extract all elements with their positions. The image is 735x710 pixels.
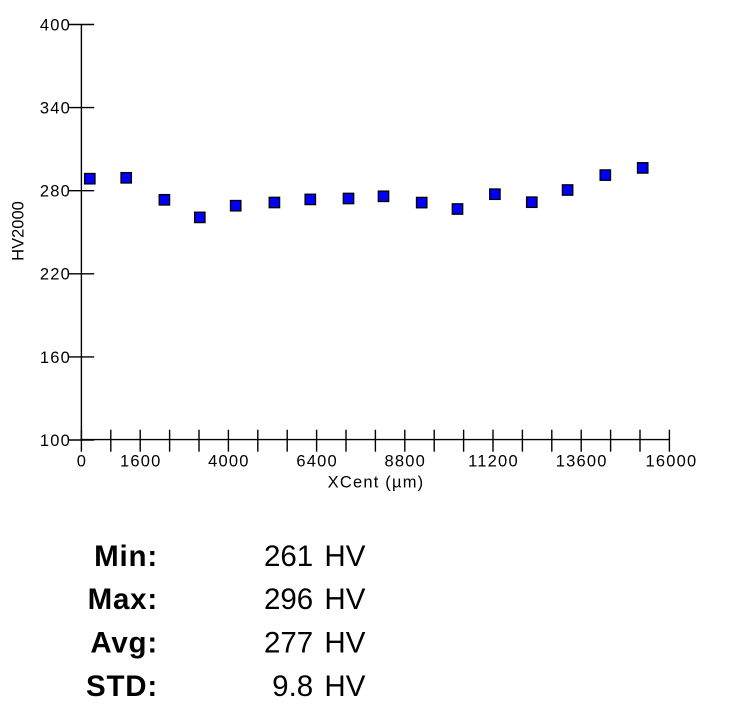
svg-text:16000: 16000	[646, 452, 698, 470]
svg-text:11200: 11200	[468, 452, 519, 470]
svg-text:0: 0	[77, 452, 87, 470]
svg-text:261: 261	[264, 540, 313, 573]
svg-text:XCent (µm): XCent (µm)	[328, 474, 425, 492]
svg-text:STD:: STD:	[86, 670, 158, 703]
svg-text:277: 277	[264, 627, 313, 660]
svg-text:6400: 6400	[296, 452, 338, 470]
svg-text:HV: HV	[324, 540, 365, 573]
svg-text:HV: HV	[324, 670, 365, 703]
svg-text:8800: 8800	[385, 452, 427, 470]
svg-text:13600: 13600	[556, 452, 608, 470]
svg-text:280: 280	[40, 183, 71, 201]
svg-text:Max:: Max:	[88, 583, 158, 616]
svg-text:HV: HV	[324, 583, 365, 616]
svg-text:340: 340	[40, 100, 71, 118]
svg-text:4000: 4000	[208, 452, 250, 470]
svg-text:100: 100	[40, 432, 71, 450]
svg-text:220: 220	[40, 266, 71, 284]
svg-text:HV2000: HV2000	[10, 201, 28, 261]
svg-text:9.8: 9.8	[272, 670, 313, 703]
svg-text:1600: 1600	[120, 452, 162, 470]
svg-text:Avg:: Avg:	[90, 627, 158, 660]
svg-text:160: 160	[40, 349, 71, 367]
svg-text:400: 400	[40, 16, 71, 34]
svg-text:HV: HV	[324, 627, 365, 660]
svg-text:Min:: Min:	[94, 540, 158, 573]
svg-text:296: 296	[264, 583, 313, 616]
